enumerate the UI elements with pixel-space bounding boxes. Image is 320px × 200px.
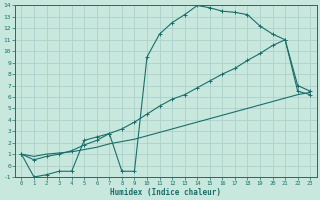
X-axis label: Humidex (Indice chaleur): Humidex (Indice chaleur) <box>110 188 221 197</box>
